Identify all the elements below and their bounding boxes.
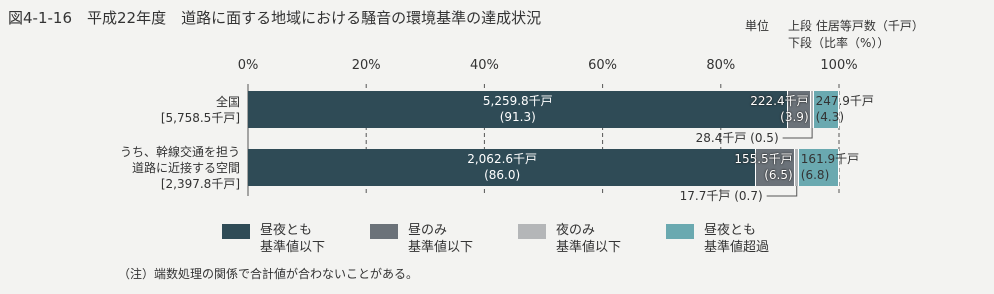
legend-label: 昼夜とも 基準値以下 [260, 223, 326, 255]
bar-label: (86.0) [484, 168, 521, 182]
unit-lower: 下段（比率（%）） [788, 36, 890, 50]
bar-label: 161.9千戸 [800, 152, 860, 166]
x-tick-label: 40% [469, 58, 499, 73]
unit-upper: 上段 住居等戸数（千戸） [788, 19, 924, 33]
bar-label: 5,259.8千戸 [482, 94, 553, 108]
x-tick-label: 0% [237, 58, 259, 73]
bar-segment [810, 91, 814, 128]
leader-line [782, 128, 813, 139]
bar-label: 247.9千戸 [815, 94, 874, 108]
bar-label: 17.7千戸 [679, 189, 731, 203]
bar-label-group: 17.7千戸 (0.7) [583, 188, 763, 204]
bar-label: 155.5千戸 [734, 152, 793, 166]
bar-segment [248, 91, 788, 128]
legend-swatch [370, 224, 398, 239]
bar-label: (4.3) [815, 110, 845, 124]
bar-label: 28.4千戸 [695, 131, 747, 145]
bar-label-group: 28.4千戸 (0.5) [599, 130, 779, 146]
x-tick-label: 60% [588, 58, 618, 73]
bar-label: (0.7) [734, 189, 763, 203]
legend-swatch [518, 224, 546, 239]
bar-segment [787, 91, 811, 128]
legend-label: 夜のみ 基準値以下 [556, 223, 622, 255]
legend-swatch [222, 224, 250, 239]
leader-line [766, 186, 798, 197]
legend-label: 昼夜とも 基準値超過 [704, 223, 770, 255]
chart-title: 図4-1-16 平成22年度 道路に面する地域における騒音の環境基準の達成状況 [8, 9, 542, 27]
bar-label: 2,062.6千戸 [467, 152, 538, 166]
legend-swatch [666, 224, 694, 239]
bar-segment [756, 149, 795, 186]
x-tick-label: 20% [351, 58, 381, 73]
bar-segment [798, 149, 839, 186]
bar-segment [813, 91, 839, 128]
category-label: うち、幹線交通を担う 道路に近接する空間 [2,397.8千戸] [119, 144, 240, 191]
x-tick-label: 100% [820, 58, 858, 73]
bar-label: (0.5) [750, 131, 779, 145]
bar-label: 222.4千戸 [750, 94, 809, 108]
x-tick-label: 80% [706, 58, 736, 73]
bar-segment [794, 149, 799, 186]
bar-label: (6.5) [764, 168, 793, 182]
bar-label: (3.9) [780, 110, 809, 124]
bar-label: (91.3) [499, 110, 536, 124]
legend-label: 昼のみ 基準値以下 [408, 223, 474, 255]
unit-label: 単位 [745, 19, 770, 33]
bar-label: (6.8) [800, 168, 830, 182]
category-label: 全国 [5,758.5千戸] [160, 94, 240, 125]
bar-segment [248, 149, 757, 186]
note: （注）端数処理の関係で合計値が合わないことがある。 [118, 267, 419, 281]
